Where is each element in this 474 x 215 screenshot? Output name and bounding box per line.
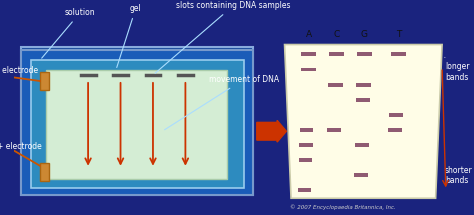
FancyBboxPatch shape <box>357 52 372 56</box>
Polygon shape <box>46 70 227 178</box>
FancyBboxPatch shape <box>329 52 344 56</box>
Text: A: A <box>306 30 312 39</box>
Text: gel: gel <box>117 4 142 68</box>
Text: + electrode: + electrode <box>0 141 42 150</box>
Text: slots containing DNA samples: slots containing DNA samples <box>155 1 291 73</box>
FancyArrow shape <box>257 120 286 142</box>
FancyBboxPatch shape <box>300 143 313 147</box>
FancyBboxPatch shape <box>389 113 403 117</box>
Text: movement of DNA: movement of DNA <box>164 75 279 130</box>
FancyBboxPatch shape <box>40 163 49 181</box>
Polygon shape <box>31 60 244 188</box>
Text: longer
bands: longer bands <box>445 62 469 82</box>
Text: C: C <box>333 30 339 39</box>
Polygon shape <box>284 45 442 198</box>
Polygon shape <box>21 51 253 195</box>
Text: G: G <box>361 30 368 39</box>
FancyBboxPatch shape <box>356 98 370 102</box>
FancyBboxPatch shape <box>40 72 49 90</box>
FancyBboxPatch shape <box>391 52 406 56</box>
FancyBboxPatch shape <box>355 173 367 177</box>
FancyBboxPatch shape <box>328 83 343 87</box>
FancyBboxPatch shape <box>300 128 313 132</box>
FancyBboxPatch shape <box>355 143 369 147</box>
Text: shorter
bands: shorter bands <box>445 166 473 185</box>
Text: T: T <box>396 30 401 39</box>
FancyBboxPatch shape <box>299 188 311 192</box>
Text: - electrode: - electrode <box>0 66 38 75</box>
Text: solution: solution <box>42 8 96 58</box>
FancyBboxPatch shape <box>356 83 371 87</box>
FancyBboxPatch shape <box>299 158 312 162</box>
FancyBboxPatch shape <box>328 128 341 132</box>
FancyBboxPatch shape <box>388 128 402 132</box>
FancyBboxPatch shape <box>301 68 316 71</box>
FancyBboxPatch shape <box>301 52 316 56</box>
Text: © 2007 Encyclopaedia Britannica, Inc.: © 2007 Encyclopaedia Britannica, Inc. <box>290 204 396 210</box>
FancyBboxPatch shape <box>21 48 253 195</box>
